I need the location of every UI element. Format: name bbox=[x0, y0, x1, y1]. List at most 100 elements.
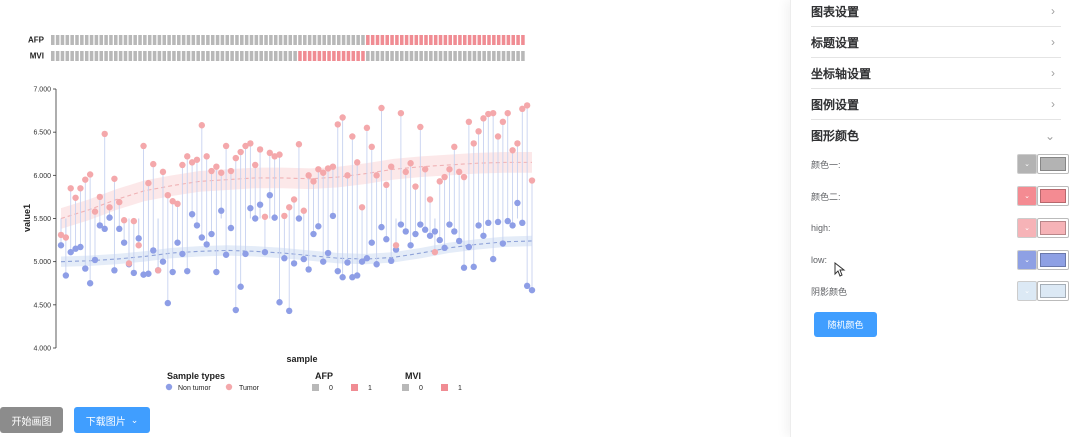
section-chart-settings[interactable]: 图表设置 › bbox=[811, 0, 1061, 27]
track-cell bbox=[409, 35, 414, 45]
start-drawing-button[interactable]: 开始画图 bbox=[0, 407, 63, 433]
track-cell bbox=[356, 35, 360, 45]
track-cell bbox=[453, 51, 457, 61]
data-point bbox=[315, 223, 322, 230]
data-point bbox=[334, 121, 341, 128]
download-image-button[interactable]: 下载图片 ⌄ bbox=[74, 407, 150, 433]
color-preview[interactable] bbox=[1037, 218, 1069, 238]
color-preview[interactable] bbox=[1037, 186, 1069, 206]
track-cell bbox=[501, 51, 506, 61]
track-cell bbox=[385, 51, 389, 61]
track-cell bbox=[89, 51, 94, 61]
section-label: 标题设置 bbox=[811, 35, 860, 50]
track-cell bbox=[123, 35, 128, 45]
track-cell bbox=[94, 51, 99, 61]
data-point bbox=[72, 245, 79, 252]
data-point bbox=[320, 169, 327, 176]
data-point bbox=[286, 307, 293, 315]
section-label: 坐标轴设置 bbox=[811, 66, 872, 81]
random-colors-button[interactable]: 随机颜色 bbox=[814, 312, 877, 337]
track-cell bbox=[186, 51, 191, 61]
data-point bbox=[252, 215, 259, 222]
track-cell bbox=[293, 35, 297, 45]
track-cell bbox=[395, 35, 399, 45]
data-point bbox=[329, 163, 337, 170]
data-point bbox=[504, 109, 511, 117]
track-cell bbox=[210, 35, 215, 45]
color-preview[interactable] bbox=[1037, 281, 1069, 301]
data-points bbox=[57, 102, 536, 315]
data-point bbox=[378, 104, 385, 112]
data-point bbox=[57, 231, 65, 239]
section-label: 图形颜色 bbox=[811, 129, 860, 143]
data-point bbox=[154, 267, 162, 274]
data-point bbox=[402, 228, 409, 235]
section-legend-settings[interactable]: 图例设置 › bbox=[811, 89, 1061, 120]
track-cell bbox=[152, 35, 157, 45]
data-point bbox=[397, 221, 405, 228]
track-cell bbox=[414, 51, 419, 61]
data-point bbox=[91, 256, 99, 264]
track-cell bbox=[215, 51, 220, 61]
track-cell bbox=[104, 51, 108, 61]
x-axis-label: sample bbox=[286, 354, 317, 364]
data-point bbox=[232, 306, 240, 314]
data-point bbox=[383, 181, 390, 189]
track-cell bbox=[109, 51, 113, 61]
confidence-bands bbox=[60, 152, 533, 267]
data-point bbox=[412, 230, 419, 238]
data-point bbox=[528, 286, 536, 294]
track-cell bbox=[60, 51, 65, 61]
section-label: 图表设置 bbox=[811, 4, 860, 19]
data-point bbox=[62, 272, 70, 279]
track-cell bbox=[433, 35, 438, 45]
track-cell bbox=[511, 51, 516, 61]
data-point bbox=[421, 226, 429, 233]
chevron-down-icon: ⌄ bbox=[1024, 193, 1030, 200]
data-point bbox=[392, 242, 400, 249]
color-picker-trigger[interactable]: ⌄ bbox=[1017, 186, 1037, 206]
color-picker-trigger[interactable]: ⌄ bbox=[1017, 281, 1037, 301]
data-point bbox=[116, 198, 123, 206]
data-point bbox=[150, 160, 157, 168]
data-point bbox=[320, 258, 327, 265]
track-cell bbox=[114, 51, 118, 61]
track-cell bbox=[380, 35, 385, 45]
legend-title: Sample types bbox=[167, 371, 225, 381]
section-title-settings[interactable]: 标题设置 › bbox=[811, 27, 1061, 58]
data-point bbox=[96, 222, 104, 229]
data-point bbox=[300, 255, 307, 263]
color-preview[interactable] bbox=[1037, 154, 1069, 174]
data-point bbox=[227, 167, 235, 175]
data-point bbox=[504, 217, 511, 225]
color-picker-trigger[interactable]: ⌄ bbox=[1017, 218, 1037, 238]
track-cell bbox=[443, 35, 448, 45]
data-point bbox=[193, 156, 201, 163]
color-picker-trigger[interactable]: ⌄ bbox=[1017, 154, 1037, 174]
data-point bbox=[111, 267, 118, 274]
color-picker-trigger[interactable]: ⌄ bbox=[1017, 250, 1037, 270]
section-axis-settings[interactable]: 坐标轴设置 › bbox=[811, 58, 1061, 89]
track-cell bbox=[312, 35, 317, 45]
track-cell bbox=[123, 51, 128, 61]
data-point bbox=[218, 169, 225, 176]
data-point bbox=[426, 232, 434, 239]
data-point bbox=[455, 237, 463, 245]
track-cell bbox=[225, 51, 230, 61]
data-point bbox=[358, 258, 366, 265]
track-cell bbox=[70, 51, 74, 61]
track-cell bbox=[448, 51, 452, 61]
track-cell bbox=[467, 51, 472, 61]
data-point bbox=[82, 176, 89, 183]
color-preview[interactable] bbox=[1037, 250, 1069, 270]
section-shape-colors[interactable]: 图形颜色 ⌄ bbox=[811, 120, 1061, 151]
data-point bbox=[436, 236, 443, 244]
data-point bbox=[198, 234, 206, 241]
data-point bbox=[169, 198, 176, 205]
track-cell bbox=[177, 51, 181, 61]
track-cell bbox=[118, 35, 123, 45]
data-point bbox=[480, 115, 487, 122]
legend-title: AFP bbox=[315, 371, 333, 381]
y-tick-label: 6.000 bbox=[33, 173, 51, 180]
track-cell bbox=[351, 51, 356, 61]
